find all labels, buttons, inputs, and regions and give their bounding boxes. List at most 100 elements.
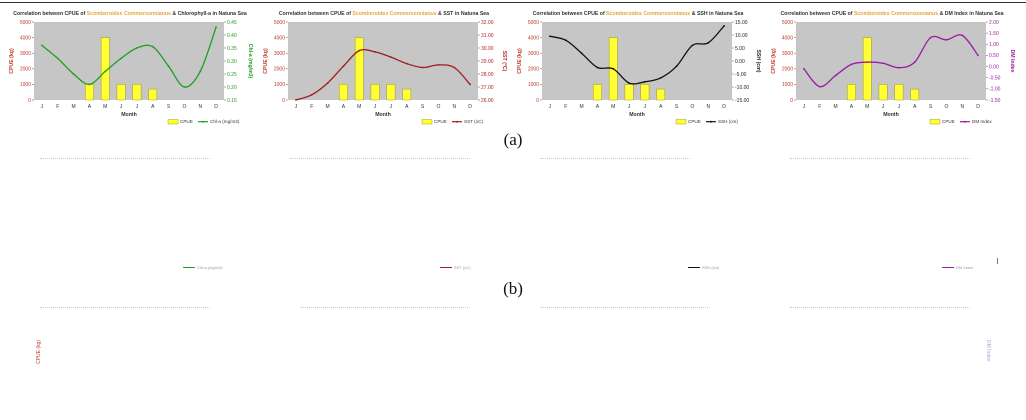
series-point (437, 64, 440, 66)
right-tick-label: 15.00 (735, 20, 748, 26)
chart-title-prefix: Correlation between CPUE of (780, 11, 854, 17)
right-tick-label: -15.00 (735, 98, 749, 104)
faint-line-c-4 (790, 307, 970, 309)
cpue-bar (878, 84, 888, 101)
right-tick-label: 0.50 (989, 53, 999, 59)
series-point (199, 70, 202, 73)
x-tick-label: J (390, 104, 393, 110)
chart-svg-sst: Correlation between CPUE of Scomberoides… (263, 11, 507, 125)
legend-bar-label: CPUE (434, 119, 447, 124)
x-tick-label: J (644, 104, 647, 110)
series-point (56, 57, 59, 60)
right-tick-label: 0.45 (227, 20, 237, 26)
series-point (659, 77, 662, 79)
right-tick-label: 0.15 (227, 98, 237, 104)
x-tick-label: A (850, 104, 854, 110)
top-rule (0, 2, 1026, 3)
right-tick-label: 5.00 (735, 46, 745, 52)
left-tick-label: 4000 (20, 35, 31, 41)
cpue-bar (656, 88, 666, 101)
series-point (310, 93, 313, 96)
series-point (167, 65, 170, 68)
left-tick-label: 0 (28, 98, 31, 104)
right-tick-label: 0.20 (227, 85, 237, 91)
right-tick-label: -1.00 (989, 87, 1001, 93)
legend-bar-label: CPUE (688, 119, 701, 124)
right-tick-label: 0.25 (227, 72, 237, 78)
x-tick-label: A (405, 104, 409, 110)
y-axis-left-label: CPUE (kg) (517, 48, 523, 74)
series-point (564, 39, 567, 42)
series-point (612, 67, 615, 70)
series-point (295, 99, 297, 101)
plot-area (288, 22, 478, 100)
left-tick-label: 2000 (20, 67, 31, 73)
right-tick-label: 30.00 (481, 46, 494, 52)
chart-title: Correlation between CPUE of Scomberoides… (780, 11, 1003, 17)
chart-panel-dm-index: Correlation between CPUE of Scomberoides… (768, 6, 1016, 134)
series-point (675, 65, 678, 68)
right-tick-label: -10.00 (735, 85, 749, 91)
right-tick-label: -5.00 (735, 72, 747, 78)
chart-panel-ssh: Correlation between CPUE of Scomberoides… (514, 6, 762, 134)
ghost-legend-4: DM Index (942, 265, 973, 270)
faint-line-c-3 (540, 307, 710, 309)
faint-line-c-2 (300, 307, 470, 309)
cpue-bar (640, 84, 650, 101)
legend-bar-label: CPUE (180, 119, 193, 124)
left-tick-label: 0 (790, 98, 793, 104)
cpue-bar (402, 88, 412, 101)
series-point (120, 57, 122, 60)
series-point (215, 26, 217, 29)
series-point (882, 62, 884, 65)
series-point (834, 74, 837, 77)
x-tick-label: M (611, 104, 615, 110)
series-point (41, 44, 43, 47)
plot-area (34, 22, 224, 100)
x-tick-label: J (41, 104, 44, 110)
x-tick-label: S (929, 104, 933, 110)
cpue-bar (624, 84, 634, 101)
ghost-legend-3-label: SSH (cm) (702, 265, 720, 270)
legend-line-marker (710, 120, 712, 123)
left-tick-label: 4000 (782, 35, 793, 41)
chart-title-suffix: & SSH in Natuna Sea (690, 11, 743, 17)
chart-svg-ssh: Correlation between CPUE of Scomberoides… (517, 11, 761, 125)
y-axis-right-label: SSH (cm) (755, 49, 761, 72)
left-tick-label: 2000 (528, 67, 539, 73)
cpue-bar (862, 37, 872, 101)
series-point (977, 54, 979, 57)
x-tick-label: J (803, 104, 806, 110)
cpue-bar (370, 84, 380, 101)
cpue-bar (894, 84, 904, 101)
series-point (151, 45, 154, 48)
x-tick-label: M (325, 104, 329, 110)
ghost-legend-2-label: SST (oC) (454, 265, 471, 270)
cpue-bar (593, 84, 602, 101)
x-tick-label: J (882, 104, 885, 110)
series-line (549, 25, 725, 85)
x-tick-label: J (295, 104, 298, 110)
series-point (596, 66, 599, 69)
caption-b: (b) (503, 279, 523, 298)
x-tick-label: O (690, 104, 694, 110)
chart-title-suffix: & Chlorophyll-a in Natuna Sea (171, 11, 247, 17)
right-tick-label: 28.00 (481, 72, 494, 78)
series-point (88, 83, 91, 86)
series-point (358, 49, 361, 52)
left-tick-label: 3000 (20, 51, 31, 57)
left-tick-label: 5000 (20, 20, 31, 26)
x-tick-label: D (722, 104, 726, 110)
cpue-bar (85, 84, 94, 101)
legend-bar-swatch (929, 119, 941, 125)
ghost-legend-1-label: Chl-a (mg/m3) (197, 265, 223, 270)
series-point (628, 82, 630, 84)
ghost-ylabel-right: DM Index (985, 340, 991, 362)
legend-line-label: Chl-a (mg/m3) (210, 119, 240, 124)
x-tick-label: A (342, 104, 346, 110)
right-tick-label: 1.00 (989, 42, 999, 48)
series-point (691, 44, 694, 47)
left-tick-label: 1000 (528, 82, 539, 88)
chart-title: Correlation between CPUE of Scomberoides… (279, 11, 489, 17)
x-tick-label: J (136, 104, 139, 110)
